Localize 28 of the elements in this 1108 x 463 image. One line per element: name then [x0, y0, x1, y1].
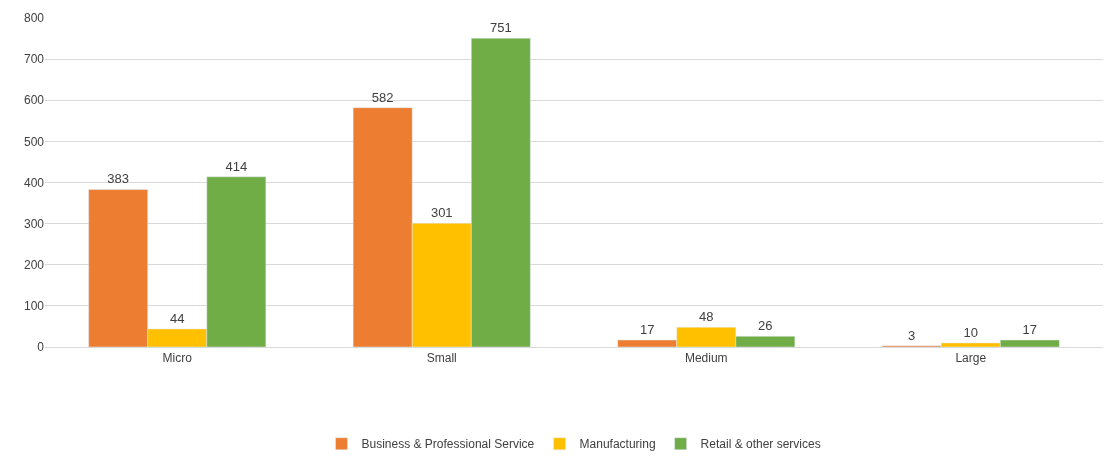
data-label: 17 [639, 322, 655, 338]
legend-label: Manufacturing [579, 437, 656, 452]
x-tick-label: Small [426, 351, 457, 366]
data-label: 301 [430, 205, 453, 221]
data-label: 17 [1022, 322, 1038, 338]
legend-label: Retail & other services [700, 437, 821, 452]
y-tick-label: 800 [23, 11, 45, 26]
y-tick-label: 600 [23, 93, 45, 108]
y-tick-label: 200 [23, 257, 45, 272]
y-tick-label: 700 [23, 52, 45, 67]
data-label: 10 [963, 324, 978, 340]
y-tick-label: 400 [23, 175, 45, 190]
data-label: 751 [489, 20, 512, 36]
x-tick-label: Micro [162, 351, 193, 366]
y-tick-label: 0 [37, 340, 45, 355]
x-tick-label: Large [955, 351, 987, 366]
data-label: 414 [225, 158, 248, 174]
data-label: 383 [107, 171, 130, 187]
y-tick-label: 100 [23, 299, 45, 314]
data-label: 3 [908, 327, 916, 343]
data-label: 48 [699, 309, 714, 325]
y-tick-label: 300 [23, 216, 45, 231]
x-tick-label: Medium [684, 351, 728, 366]
data-label: 582 [371, 89, 394, 105]
data-label: 44 [170, 310, 185, 326]
data-label: 26 [758, 318, 773, 334]
y-tick-label: 500 [23, 134, 45, 149]
legend-label: Business & Professional Service [361, 437, 535, 452]
